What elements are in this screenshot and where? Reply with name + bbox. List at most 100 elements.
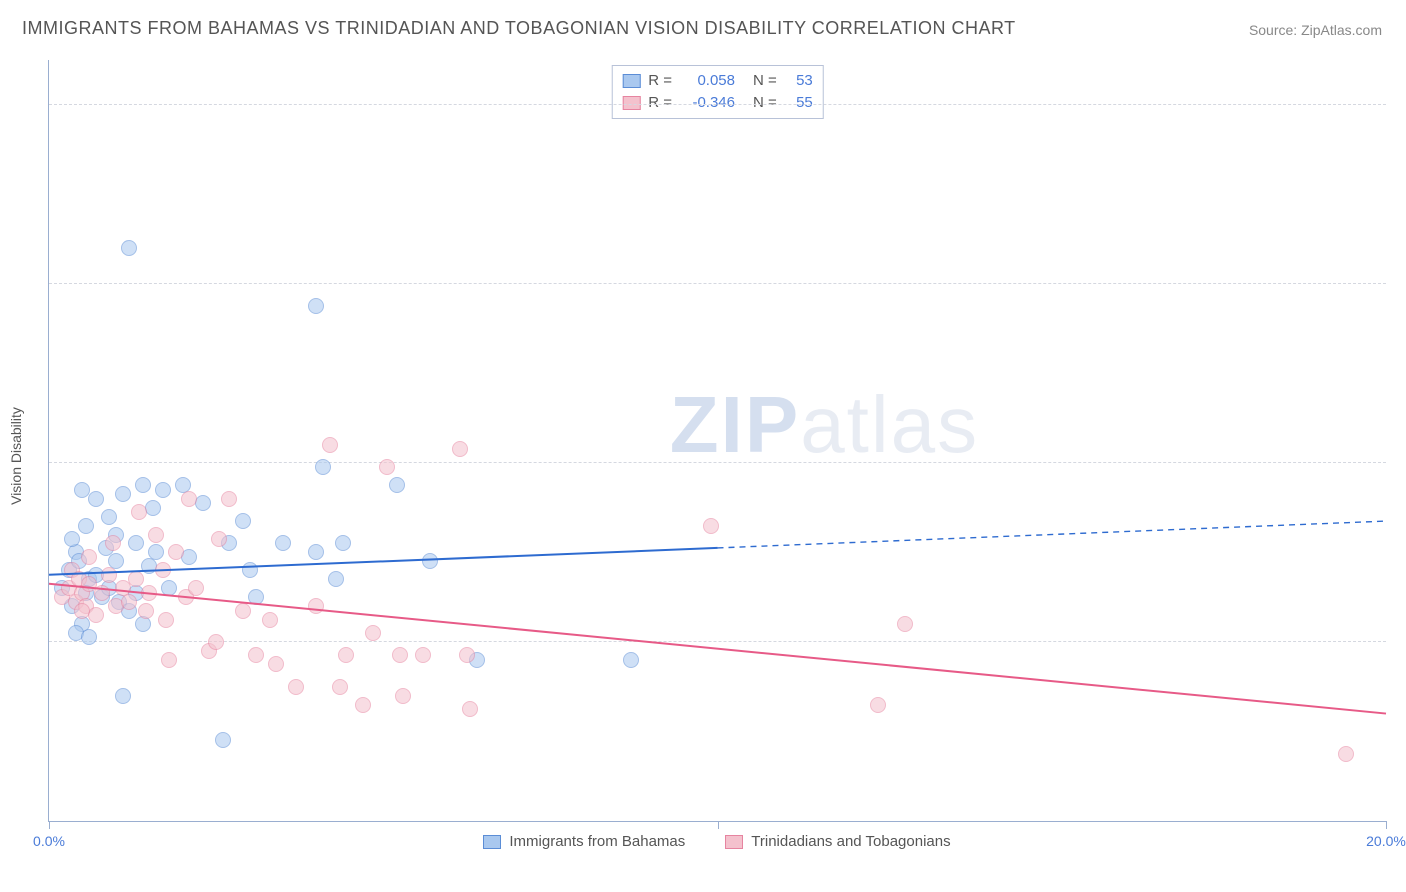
scatter-point — [168, 544, 184, 560]
correlation-stats-box: R = 0.058 N = 53 R = -0.346 N = 55 — [611, 65, 824, 119]
watermark-atlas: atlas — [800, 380, 979, 469]
scatter-point — [248, 589, 264, 605]
scatter-point — [332, 679, 348, 695]
scatter-point — [138, 603, 154, 619]
plot-area: ZIPatlas R = 0.058 N = 53 R = -0.346 N =… — [48, 60, 1386, 822]
scatter-point — [395, 688, 411, 704]
y-tick-label: 6.0% — [1396, 276, 1406, 292]
scatter-point — [74, 603, 90, 619]
scatter-point — [328, 571, 344, 587]
x-tick — [1386, 821, 1387, 829]
n-label-a: N = — [753, 70, 777, 92]
scatter-point — [623, 652, 639, 668]
scatter-point — [141, 585, 157, 601]
scatter-point — [161, 580, 177, 596]
scatter-point — [135, 616, 151, 632]
scatter-point — [148, 527, 164, 543]
scatter-point — [248, 647, 264, 663]
scatter-point — [338, 647, 354, 663]
scatter-point — [64, 531, 80, 547]
scatter-point — [101, 567, 117, 583]
scatter-point — [322, 437, 338, 453]
scatter-point — [155, 482, 171, 498]
scatter-point — [415, 647, 431, 663]
scatter-point — [94, 585, 110, 601]
scatter-point — [128, 535, 144, 551]
scatter-point — [355, 697, 371, 713]
scatter-point — [155, 562, 171, 578]
scatter-point — [315, 459, 331, 475]
gridline — [49, 104, 1386, 105]
legend-label-a: Immigrants from Bahamas — [509, 833, 685, 850]
scatter-point — [131, 504, 147, 520]
gridline — [49, 641, 1386, 642]
legend-label-b: Trinidadians and Tobagonians — [751, 833, 950, 850]
scatter-point — [74, 482, 90, 498]
chart-container: Vision Disability ZIPatlas R = 0.058 N =… — [48, 60, 1386, 852]
scatter-point — [308, 298, 324, 314]
trend-lines — [49, 60, 1386, 821]
scatter-point — [135, 477, 151, 493]
legend-swatch-a — [483, 835, 501, 849]
bottom-legend: Immigrants from Bahamas Trinidadians and… — [48, 833, 1386, 850]
watermark-zip: ZIP — [670, 380, 800, 469]
gridline — [49, 462, 1386, 463]
scatter-point — [81, 549, 97, 565]
scatter-point — [181, 491, 197, 507]
legend-item-b: Trinidadians and Tobagonians — [725, 833, 950, 850]
scatter-point — [235, 513, 251, 529]
scatter-point — [268, 656, 284, 672]
scatter-point — [88, 491, 104, 507]
scatter-point — [389, 477, 405, 493]
swatch-series-a — [622, 74, 640, 88]
chart-title: IMMIGRANTS FROM BAHAMAS VS TRINIDADIAN A… — [22, 18, 1016, 39]
scatter-point — [105, 535, 121, 551]
scatter-point — [459, 647, 475, 663]
scatter-point — [422, 553, 438, 569]
scatter-point — [215, 732, 231, 748]
scatter-point — [161, 652, 177, 668]
x-tick — [718, 821, 719, 829]
scatter-point — [188, 580, 204, 596]
stats-row-a: R = 0.058 N = 53 — [622, 70, 813, 92]
gridline — [49, 283, 1386, 284]
scatter-point — [128, 571, 144, 587]
y-axis-label: Vision Disability — [8, 407, 24, 505]
r-value-a: 0.058 — [680, 70, 735, 92]
scatter-point — [211, 531, 227, 547]
scatter-point — [81, 629, 97, 645]
scatter-point — [308, 544, 324, 560]
scatter-point — [121, 240, 137, 256]
scatter-point — [101, 509, 117, 525]
scatter-point — [115, 486, 131, 502]
scatter-point — [897, 616, 913, 632]
scatter-point — [235, 603, 251, 619]
scatter-point — [115, 688, 131, 704]
scatter-point — [262, 612, 278, 628]
x-tick — [49, 821, 50, 829]
scatter-point — [288, 679, 304, 695]
scatter-point — [462, 701, 478, 717]
n-value-a: 53 — [785, 70, 813, 92]
scatter-point — [308, 598, 324, 614]
r-label-a: R = — [648, 70, 672, 92]
legend-item-a: Immigrants from Bahamas — [483, 833, 685, 850]
y-tick-label: 8.0% — [1396, 97, 1406, 113]
scatter-point — [242, 562, 258, 578]
scatter-point — [148, 544, 164, 560]
scatter-point — [158, 612, 174, 628]
scatter-point — [208, 634, 224, 650]
scatter-point — [221, 491, 237, 507]
scatter-point — [275, 535, 291, 551]
y-tick-label: 4.0% — [1396, 455, 1406, 471]
scatter-point — [1338, 746, 1354, 762]
source-attribution: Source: ZipAtlas.com — [1249, 22, 1382, 38]
watermark: ZIPatlas — [670, 379, 979, 471]
scatter-point — [452, 441, 468, 457]
scatter-point — [78, 518, 94, 534]
scatter-point — [365, 625, 381, 641]
y-tick-label: 2.0% — [1396, 634, 1406, 650]
scatter-point — [379, 459, 395, 475]
scatter-point — [121, 594, 137, 610]
scatter-point — [335, 535, 351, 551]
